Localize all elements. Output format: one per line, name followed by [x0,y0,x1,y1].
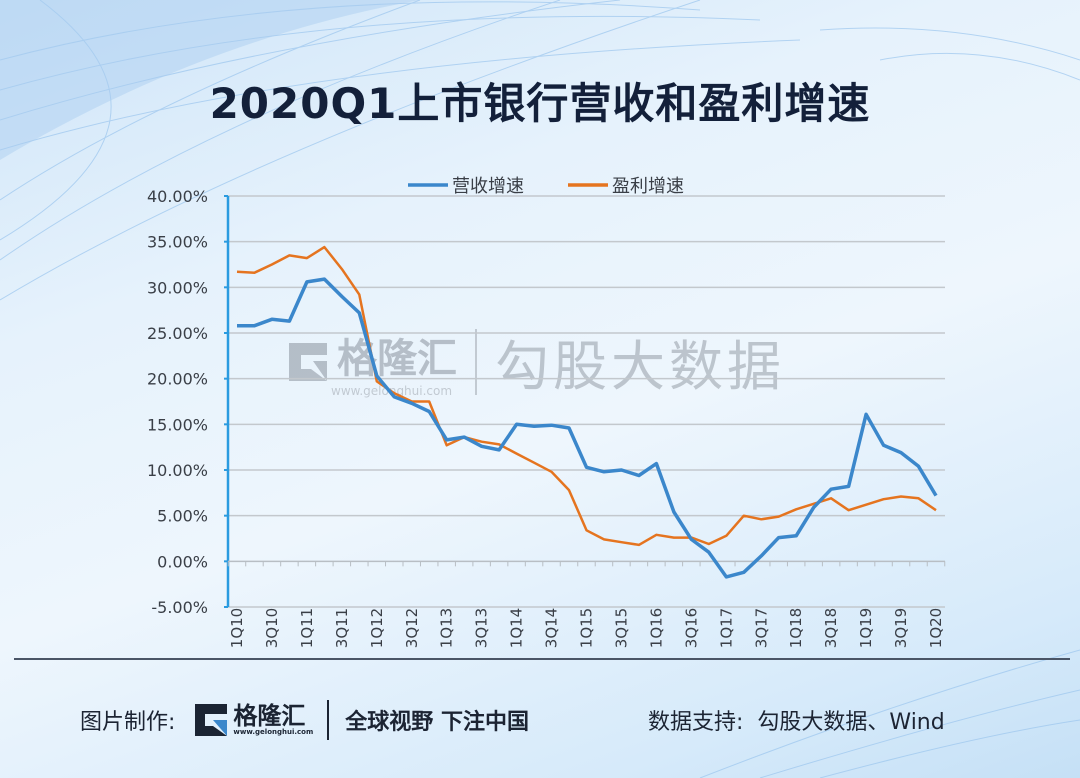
watermark-divider [475,328,477,395]
x-tick-label: 1Q20 [927,608,945,648]
logo-name: 格隆汇 [233,702,306,730]
y-tick-label: 25.00% [147,324,208,343]
chart-series [236,245,938,579]
chart-legend: 营收增速 盈利增速 [408,176,684,197]
footer-divider [14,658,1070,660]
footer-source: 数据支持: 勾股大数据、Wind [648,700,945,740]
y-tick-label: -5.00% [151,598,208,617]
x-tick-label: 3Q19 [892,608,910,648]
y-axis: 40.00% 35.00% 30.00% 25.00% 20.00% 15.00% 10.0… [147,187,230,617]
x-tick-label: 3Q16 [682,608,700,648]
x-tick-label: 1Q12 [368,608,386,648]
footer-vertical-divider [327,700,330,740]
x-tick-label: 1Q10 [228,608,246,648]
series-line [237,277,938,579]
x-tick-label: 3Q17 [752,608,770,648]
chart-title: 2020Q1上市银行营收和盈利增速 [209,79,871,128]
x-tick-label: 3Q18 [822,608,840,648]
x-tick-label: 1Q13 [438,608,456,648]
x-tick-label: 1Q14 [508,608,526,648]
x-axis: 1Q10 3Q10 1Q11 3Q11 1Q12 3Q12 1Q13 3Q13 1Q14 3Q14… [227,560,946,648]
watermark-g-logo-icon [289,342,327,381]
watermark-brand: 勾股大数据 [495,335,785,398]
credit-label: 图片制作: [80,710,176,735]
x-tick-label: 1Q15 [578,608,596,648]
source-value: 勾股大数据、Wind [757,710,945,735]
legend-label: 盈利增速 [612,176,684,197]
x-tick-label: 1Q19 [857,608,875,648]
x-tick-label: 3Q14 [543,608,561,648]
y-tick-label: 10.00% [147,461,208,480]
x-tick-label: 3Q10 [263,608,281,648]
source-label: 数据支持: [648,710,744,735]
y-tick-label: 30.00% [147,278,208,297]
slogan: 全球视野 下注中国 [345,710,529,735]
chart-gridlines [228,195,945,608]
y-tick-label: 5.00% [157,507,208,526]
y-tick-label: 40.00% [147,187,208,206]
x-tick-label: 1Q16 [647,608,665,648]
g-logo-icon [195,704,228,736]
y-tick-label: 15.00% [147,415,208,434]
x-tick-label: 3Q15 [612,608,630,648]
x-tick-label: 3Q11 [333,608,351,648]
y-tick-label: 0.00% [157,552,208,571]
logo-url: www.gelonghui.com [233,728,314,736]
x-tick-label: 3Q12 [403,608,421,648]
legend-label: 营收增速 [452,176,524,197]
x-tick-label: 1Q18 [787,608,805,648]
y-tick-label: 20.00% [147,370,208,389]
y-tick-label: 35.00% [147,233,208,252]
gelonghui-logo: 格隆汇 www.gelonghui.com [193,702,313,738]
series-line [236,245,937,547]
x-tick-label: 1Q17 [717,608,735,648]
watermark-logo-name: 格隆汇 [337,335,457,382]
footer-credit: 图片制作: 格隆汇 www.gelonghui.com 全球视野 下注中国 [80,700,529,740]
x-tick-label: 3Q13 [473,608,491,648]
x-tick-label: 1Q11 [298,608,316,648]
